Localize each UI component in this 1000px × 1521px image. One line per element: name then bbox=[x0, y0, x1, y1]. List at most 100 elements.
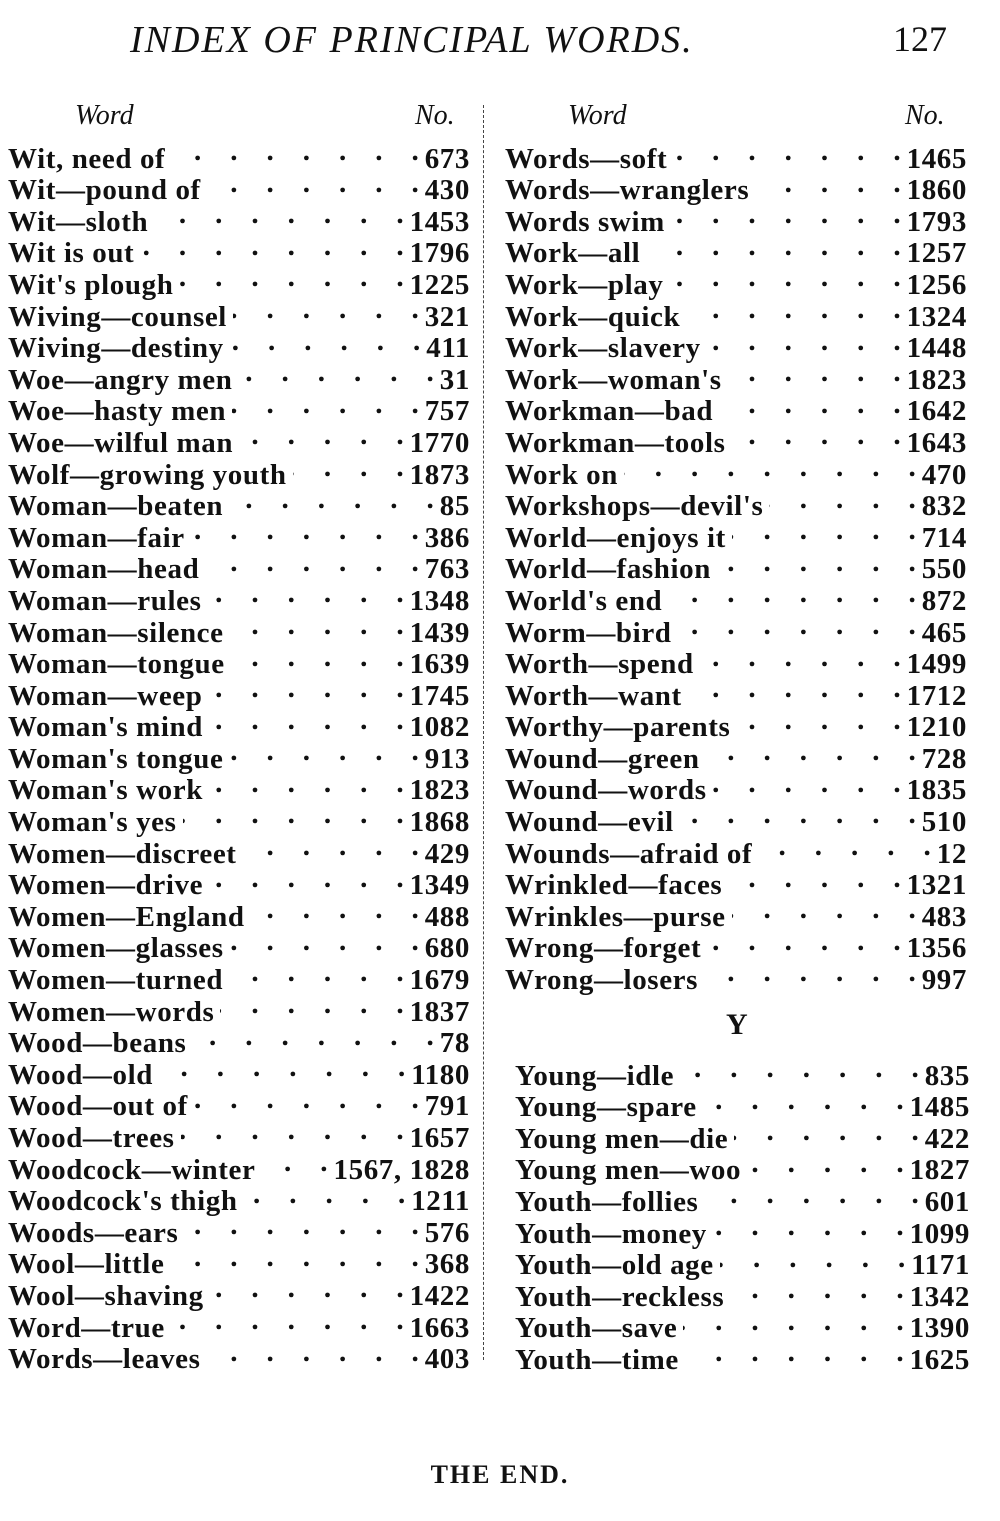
dot-leader bbox=[209, 863, 404, 895]
entry-word: Woman's tongue bbox=[8, 742, 224, 775]
index-entry: Worm—bird 465 bbox=[505, 610, 967, 648]
entry-word: Wit—sloth bbox=[8, 205, 149, 238]
entry-number: 1453 bbox=[409, 205, 470, 238]
index-entry: Youth—save 1390 bbox=[515, 1306, 970, 1344]
dot-leader bbox=[670, 262, 901, 294]
dot-leader bbox=[707, 926, 900, 958]
index-entry: Wound—words 1835 bbox=[505, 768, 967, 806]
entry-word: Wiving—destiny bbox=[8, 332, 224, 365]
right-y-entries: Young—idle835Young—spare1485Young men—di… bbox=[515, 1053, 970, 1376]
entry-word: Work—quick bbox=[505, 300, 681, 333]
dot-leader bbox=[704, 1179, 918, 1211]
index-entry: Woe—angry men 31 bbox=[8, 357, 470, 395]
entry-word: Wrong—losers bbox=[505, 964, 699, 997]
index-entry: Woman—fair 386 bbox=[8, 515, 470, 553]
entry-word: Word—true bbox=[8, 1311, 165, 1344]
dot-leader bbox=[680, 1053, 919, 1085]
entry-number: 386 bbox=[424, 521, 470, 554]
index-entry: Work on 470 bbox=[505, 452, 967, 490]
dot-leader bbox=[734, 1116, 918, 1148]
entry-number: 1485 bbox=[909, 1091, 970, 1124]
index-entry: Wood—trees 1657 bbox=[8, 1115, 470, 1153]
entry-word: Women—turned bbox=[8, 964, 224, 997]
entry-word: Wit is out bbox=[8, 237, 135, 270]
entry-word: Wood—beans bbox=[8, 1027, 187, 1060]
dot-leader bbox=[719, 389, 901, 421]
index-entry: Woman—rules 1348 bbox=[8, 578, 470, 616]
entry-number: 1835 bbox=[906, 774, 967, 807]
dot-leader bbox=[207, 168, 419, 200]
index-entry: Young—idle 835 bbox=[515, 1053, 970, 1091]
entry-number: 31 bbox=[439, 363, 470, 396]
entry-word: Wound—evil bbox=[505, 806, 674, 839]
index-entry: Work—slavery 1448 bbox=[505, 326, 967, 364]
dot-leader bbox=[209, 673, 404, 705]
entry-word: Women—drive bbox=[8, 869, 204, 902]
entry-number: 1390 bbox=[909, 1312, 970, 1345]
entry-word: World's end bbox=[505, 584, 663, 617]
dot-leader bbox=[220, 989, 403, 1021]
entry-number: 1439 bbox=[409, 616, 470, 649]
dot-leader bbox=[251, 894, 419, 926]
dot-leader bbox=[261, 1147, 327, 1179]
entry-word: Woe—wilful man bbox=[8, 426, 234, 459]
dot-leader bbox=[673, 136, 900, 168]
dot-leader bbox=[205, 547, 418, 579]
index-entry: Woman's mind 1082 bbox=[8, 705, 470, 743]
dot-leader bbox=[238, 357, 433, 389]
entry-number: 1657 bbox=[409, 1122, 470, 1154]
index-entry: Wounds—afraid of 12 bbox=[505, 831, 967, 869]
index-entry: World—enjoys it 714 bbox=[505, 515, 967, 553]
index-entry: Wit's plough 1225 bbox=[8, 262, 470, 300]
index-entry: Wood—out of 791 bbox=[8, 1084, 470, 1122]
entry-word: Woman—head bbox=[8, 553, 200, 586]
entry-word: World—enjoys it bbox=[505, 521, 726, 554]
entry-word: Woman's mind bbox=[8, 711, 203, 744]
index-entry: Woman's tongue 913 bbox=[8, 736, 470, 774]
dot-leader bbox=[159, 1052, 405, 1084]
index-entry: Workshops—devil's 832 bbox=[505, 484, 967, 522]
index-entry: Woods—ears 576 bbox=[8, 1210, 470, 1248]
index-entry: Word—true 1663 bbox=[8, 1305, 470, 1343]
dot-leader bbox=[191, 515, 419, 547]
entry-word: Wound—green bbox=[505, 742, 700, 775]
index-entry: Worth—spend 1499 bbox=[505, 642, 967, 679]
entry-number: 1099 bbox=[909, 1217, 970, 1250]
entry-number: 465 bbox=[921, 616, 967, 649]
dot-leader bbox=[233, 294, 419, 326]
entry-number: 1642 bbox=[906, 395, 967, 428]
entry-word: Youth—old age bbox=[515, 1249, 714, 1282]
entry-number: 1823 bbox=[906, 363, 967, 396]
index-entry: Women—discreet 429 bbox=[8, 831, 470, 869]
right-no-header: No. bbox=[905, 100, 945, 131]
dot-leader bbox=[668, 578, 915, 610]
dot-leader bbox=[755, 168, 900, 200]
index-entry: Wound—evil510 bbox=[505, 799, 967, 837]
entry-word: Woman—tongue bbox=[8, 648, 225, 681]
index-entry: Wit—sloth 1453 bbox=[8, 199, 470, 237]
entry-word: Words—soft bbox=[505, 142, 668, 175]
entry-word: Work—slavery bbox=[505, 332, 701, 365]
index-entry: Wiving—counsel 321 bbox=[8, 294, 470, 332]
dot-leader bbox=[244, 1179, 406, 1211]
dot-leader bbox=[210, 1273, 404, 1305]
entry-word: Wit's plough bbox=[8, 268, 174, 301]
dot-leader bbox=[688, 673, 901, 705]
entry-word: Wounds—afraid of bbox=[505, 837, 753, 870]
dot-leader bbox=[678, 610, 916, 642]
dot-leader bbox=[230, 926, 419, 958]
index-entry: Youth—follies 601 bbox=[515, 1179, 970, 1217]
entry-number: 728 bbox=[921, 742, 967, 775]
entry-word: Work on bbox=[505, 458, 618, 491]
entry-word: Wit, need of bbox=[8, 142, 166, 175]
index-entry: Worth—want 1712 bbox=[505, 673, 967, 711]
index-entry: Work—woman's 1823 bbox=[505, 357, 967, 395]
index-entry: Words—wranglers1860 bbox=[505, 168, 967, 206]
entry-number: 321 bbox=[424, 300, 470, 333]
dot-leader bbox=[736, 705, 900, 737]
index-entry: Young men—woo 1827 bbox=[515, 1148, 970, 1186]
dot-leader bbox=[243, 831, 419, 863]
index-entry: Wit is out 1796 bbox=[8, 231, 470, 269]
dot-leader bbox=[707, 326, 901, 358]
